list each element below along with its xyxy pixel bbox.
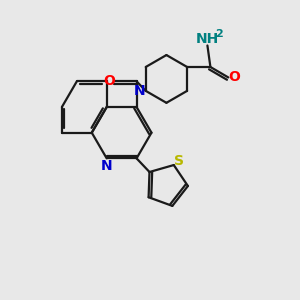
Text: O: O <box>228 70 240 84</box>
Text: N: N <box>101 159 112 173</box>
Text: O: O <box>103 74 115 88</box>
Text: S: S <box>174 154 184 168</box>
Text: N: N <box>134 84 145 98</box>
Text: NH: NH <box>196 32 219 46</box>
Text: 2: 2 <box>215 29 223 39</box>
